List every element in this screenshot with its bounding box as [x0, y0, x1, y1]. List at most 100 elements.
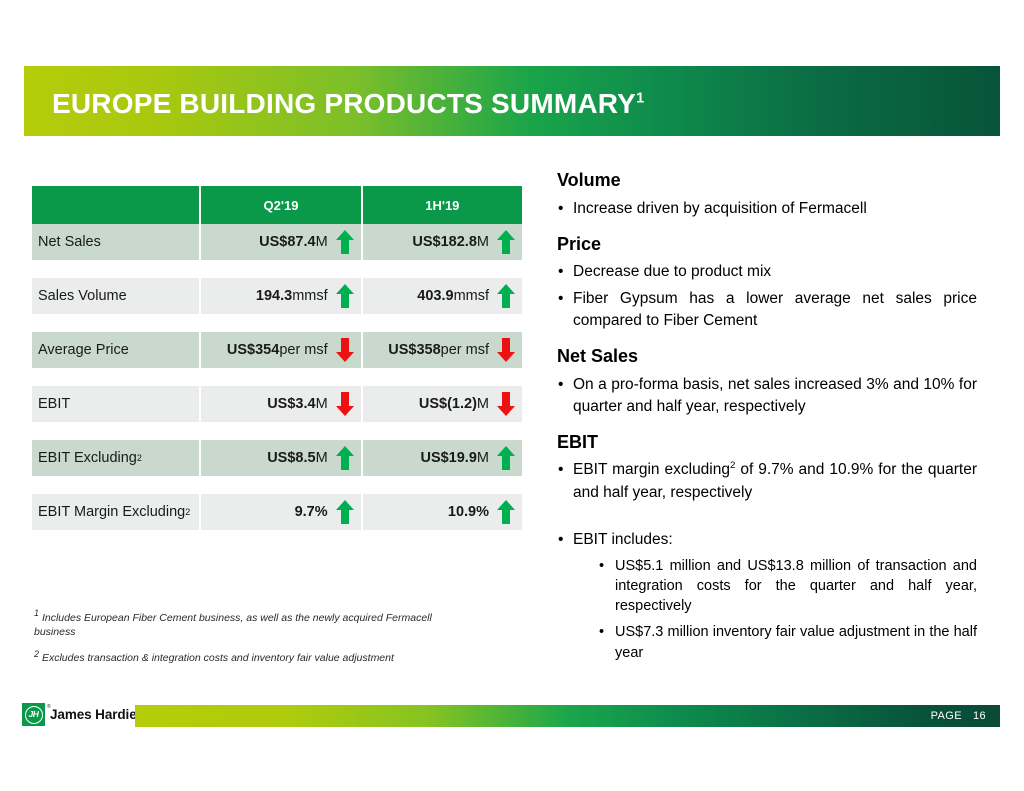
- table-cell-q2-unit: mmsf: [292, 288, 328, 304]
- footer-bar: PAGE 16: [135, 705, 1000, 727]
- table-header-row: Q2'19 1H'19: [32, 186, 522, 224]
- commentary-subbullet-ebit-2: US$7.3 million inventory fair value adju…: [583, 622, 977, 663]
- commentary-bullet-ebit-1-pre: EBIT margin excluding: [573, 461, 730, 479]
- footnote-1-marker: 1: [34, 608, 39, 618]
- table-cell-q2-unit: M: [315, 234, 328, 250]
- table-cell-h1: 403.9 mmsf: [362, 278, 522, 314]
- registered-trademark-icon: ®: [47, 704, 51, 710]
- table-row-label: Net Sales: [32, 224, 200, 260]
- commentary-bullet-ebit-1-post: of 9.7% and 10.9% for the quarter and ha…: [573, 461, 977, 501]
- commentary-bullet-price-2: Fiber Gypsum has a lower average net sal…: [557, 288, 977, 332]
- commentary-heading-price: Price: [557, 233, 602, 254]
- table-row: EBIT US$3.4 M US$(1.2) M: [32, 386, 522, 422]
- table-cell-h1-unit: per msf: [440, 342, 489, 358]
- commentary-heading-ebit: EBIT: [557, 431, 599, 452]
- table-row-label-text: Average Price: [38, 342, 129, 358]
- table-row: Net Sales US$87.4 M US$182.8 M: [32, 224, 522, 260]
- commentary-heading-net-sales: Net Sales: [557, 346, 639, 367]
- trend-up-arrow-icon: [335, 229, 357, 255]
- page-title-text: EUROPE BUILDING PRODUCTS SUMMARY: [52, 88, 637, 119]
- table-cell-h1-value: US$358: [388, 342, 441, 358]
- footnote-1-text: Includes European Fiber Cement business,…: [34, 611, 432, 638]
- table-cell-q2-unit: per msf: [279, 342, 328, 358]
- table-cell-q2-value: US$87.4: [259, 234, 316, 250]
- commentary-panel: Volume Increase driven by acquisition of…: [557, 170, 977, 669]
- metrics-table: Q2'19 1H'19 Net Sales US$87.4 M US$182.8 M Sa…: [32, 186, 522, 530]
- table-row: Average Price US$354 per msf US$358 per ms…: [32, 332, 522, 368]
- table-cell-h1-unit: M: [476, 234, 489, 250]
- table-cell-h1-unit: M: [476, 396, 489, 412]
- table-cell-h1-value: US$182.8: [412, 234, 477, 250]
- table-cell-h1: US$(1.2) M: [362, 386, 522, 422]
- company-name: James Hardie: [50, 707, 137, 722]
- table-body: Net Sales US$87.4 M US$182.8 M Sales Volume 19…: [32, 224, 522, 530]
- footnote-2: 2 Excludes transaction & integration cost…: [34, 648, 474, 666]
- footnote-2-marker: 2: [34, 648, 39, 659]
- table-row-label-superscript: 2: [136, 453, 142, 463]
- table-cell-h1-unit: M: [476, 450, 489, 466]
- trend-up-arrow-icon: [496, 445, 518, 471]
- page-number: 16: [972, 710, 986, 722]
- table-cell-q2: 194.3 mmsf: [201, 278, 361, 314]
- logo-monogram: JH: [24, 705, 43, 724]
- trend-up-arrow-icon: [496, 229, 518, 255]
- table-row-label-text: Sales Volume: [38, 288, 127, 304]
- table-cell-h1: 10.9%: [362, 494, 522, 530]
- table-cell-q2: US$3.4 M: [201, 386, 361, 422]
- table-cell-q2-unit: M: [315, 450, 328, 466]
- table-cell-h1: US$358 per msf: [362, 332, 522, 368]
- commentary-bullet-ebit-includes: EBIT includes:: [557, 529, 977, 551]
- table-cell-q2-value: US$3.4: [267, 396, 316, 412]
- table-row-label-text: EBIT: [38, 396, 71, 412]
- footnotes: 1 Includes European Fiber Cement business…: [34, 607, 474, 675]
- table-row-label: Average Price: [32, 332, 200, 368]
- commentary-bullet-net-sales-1: On a pro-forma basis, net sales increase…: [557, 374, 977, 418]
- table-cell-q2: 9.7%: [201, 494, 361, 530]
- table-cell-q2-value: US$354: [226, 342, 280, 358]
- table-row: EBIT Margin Excluding 2 9.7% 10.9%: [32, 494, 522, 530]
- table-row-label: EBIT Excluding 2: [32, 440, 200, 476]
- commentary-bullet-volume-1: Increase driven by acquisition of Fermac…: [557, 198, 977, 220]
- table-cell-q2: US$354 per msf: [201, 332, 361, 368]
- trend-up-arrow-icon: [335, 283, 357, 309]
- page-title: EUROPE BUILDING PRODUCTS SUMMARY1: [52, 88, 644, 120]
- table-row: EBIT Excluding 2 US$8.5 M US$19.9 M: [32, 440, 522, 476]
- james-hardie-logo-icon: JH ®: [22, 703, 51, 726]
- table-cell-h1-unit: mmsf: [453, 288, 489, 304]
- trend-up-arrow-icon: [496, 499, 518, 525]
- commentary-bullet-ebit-1-superscript: 2: [730, 460, 736, 472]
- table-header-cell-h1: 1H'19: [362, 186, 522, 224]
- table-cell-q2: US$87.4 M: [201, 224, 361, 260]
- table-cell-h1-value: 403.9: [417, 288, 454, 304]
- table-cell-h1: US$182.8 M: [362, 224, 522, 260]
- table-row-label: EBIT: [32, 386, 200, 422]
- page-indicator: PAGE 16: [931, 705, 986, 727]
- table-row-label-superscript: 2: [185, 507, 191, 517]
- brand-logo: JH ® James Hardie: [22, 703, 137, 726]
- table-cell-h1-value: 10.9%: [447, 504, 489, 520]
- commentary-bullet-ebit-1: EBIT margin excluding2 of 9.7% and 10.9%…: [557, 459, 977, 503]
- table-row-label-text: EBIT Excluding: [38, 450, 137, 466]
- table-cell-h1: US$19.9 M: [362, 440, 522, 476]
- table-cell-h1-value: US$19.9: [420, 450, 477, 466]
- table-cell-q2-value: 9.7%: [294, 504, 328, 520]
- commentary-spacer: [557, 509, 977, 529]
- commentary-heading-volume: Volume: [557, 170, 621, 190]
- table-header-cell-q2: Q2'19: [201, 186, 361, 224]
- trend-down-arrow-icon: [496, 391, 518, 417]
- trend-down-arrow-icon: [335, 337, 357, 363]
- table-row-label-text: EBIT Margin Excluding: [38, 504, 186, 520]
- table-row: Sales Volume 194.3 mmsf 403.9 mmsf: [32, 278, 522, 314]
- commentary-bullet-price-1: Decrease due to product mix: [557, 261, 977, 283]
- trend-up-arrow-icon: [335, 445, 357, 471]
- table-cell-q2-value: US$8.5: [267, 450, 316, 466]
- footnote-2-text: Excludes transaction & integration costs…: [41, 652, 394, 665]
- table-header-cell-blank: [32, 186, 200, 224]
- trend-up-arrow-icon: [335, 499, 357, 525]
- trend-up-arrow-icon: [496, 283, 518, 309]
- page-title-superscript: 1: [636, 90, 645, 107]
- table-cell-h1-value: US$(1.2): [418, 396, 477, 412]
- footnote-1: 1 Includes European Fiber Cement business…: [34, 607, 474, 639]
- page-label: PAGE: [930, 710, 962, 722]
- trend-down-arrow-icon: [496, 337, 518, 363]
